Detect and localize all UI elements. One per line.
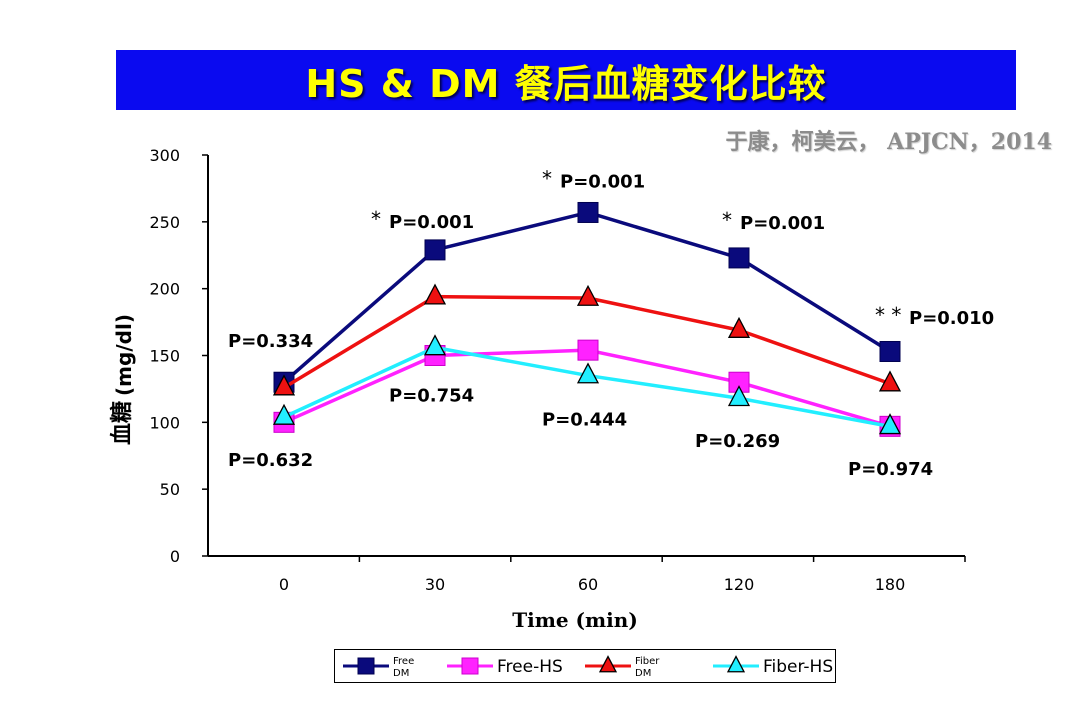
p-value-label: P=0.269	[695, 431, 780, 452]
x-tick-label: 0	[279, 575, 289, 594]
significance-star: *	[722, 208, 732, 232]
data-point	[878, 370, 902, 392]
series-3	[272, 334, 902, 435]
data-point	[878, 413, 902, 435]
legend: Free DM Free-HS Fiber DM Fiber-HS	[334, 649, 836, 683]
legend-label: Free-HS	[497, 657, 563, 677]
axis-labels: Time (min) (mg/dl) 血糖	[109, 314, 638, 632]
data-point	[576, 284, 600, 306]
data-point	[423, 283, 447, 305]
legend-marker	[461, 657, 479, 675]
data-point	[577, 339, 599, 361]
significance-star: * *	[875, 303, 901, 327]
legend-marker	[726, 655, 746, 673]
legend-label: DM	[393, 668, 409, 679]
data-point	[423, 334, 447, 356]
y-tick-label: 200	[149, 280, 180, 299]
legend-item-3: Fiber-HS	[713, 655, 833, 677]
data-point	[728, 247, 750, 269]
legend-marker	[598, 655, 618, 673]
y-tick-label: 250	[149, 213, 180, 232]
y-tick-label: 150	[149, 347, 180, 366]
p-value-label: P=0.001	[560, 172, 645, 193]
data-point	[879, 340, 901, 362]
chart-axes: 0 50 100 150 200 250 300 0 30 60 120 180	[149, 146, 966, 594]
data-point	[576, 362, 600, 384]
legend-item-1: Free-HS	[447, 657, 563, 677]
p-value-label: P=0.632	[228, 450, 313, 471]
y-tick-label: 0	[170, 547, 180, 566]
x-tick-label: 120	[724, 575, 755, 594]
data-point	[727, 316, 751, 338]
p-value-label: P=0.334	[228, 331, 313, 352]
y-tick-label: 50	[160, 480, 180, 499]
significance-star: *	[542, 167, 552, 191]
legend-label: DM	[635, 668, 651, 679]
p-value-label: P=0.010	[909, 308, 994, 329]
y-axis-label: 血糖	[109, 401, 135, 445]
y-tick-label: 100	[149, 413, 180, 432]
x-tick-label: 30	[425, 575, 445, 594]
p-value-label: P=0.001	[740, 213, 825, 234]
y-tick-label: 300	[149, 146, 180, 165]
p-value-label: P=0.001	[389, 212, 474, 233]
p-value-label: P=0.754	[389, 386, 474, 407]
x-tick-label: 60	[578, 575, 598, 594]
data-point	[424, 239, 446, 261]
p-value-label: P=0.974	[848, 459, 933, 480]
series-2	[272, 283, 902, 396]
data-point	[272, 403, 296, 425]
series-0	[273, 201, 901, 393]
legend-label: Free	[393, 656, 414, 667]
annotation-layer: P=0.334 P=0.632 * P=0.001 P=0.754 * P=0.001 P=0…	[228, 167, 994, 480]
title-bar: HS & DM 餐后血糖变化比较	[116, 50, 1016, 110]
x-tick-label: 180	[875, 575, 906, 594]
series-layer	[272, 201, 902, 437]
legend-label: Fiber	[635, 656, 660, 667]
significance-star: *	[371, 207, 381, 231]
data-point	[577, 201, 599, 223]
citation: 于康，柯美云， APJCN，2014	[725, 129, 1052, 155]
page-title: HS & DM 餐后血糖变化比较	[305, 61, 827, 106]
x-axis-label: Time (min)	[512, 608, 638, 632]
y-axis-label-unit: (mg/dl)	[112, 314, 136, 396]
legend-marker	[357, 657, 375, 675]
data-point	[272, 374, 296, 396]
data-point	[727, 385, 751, 407]
legend-label: Fiber-HS	[763, 657, 833, 677]
p-value-label: P=0.444	[542, 410, 627, 431]
